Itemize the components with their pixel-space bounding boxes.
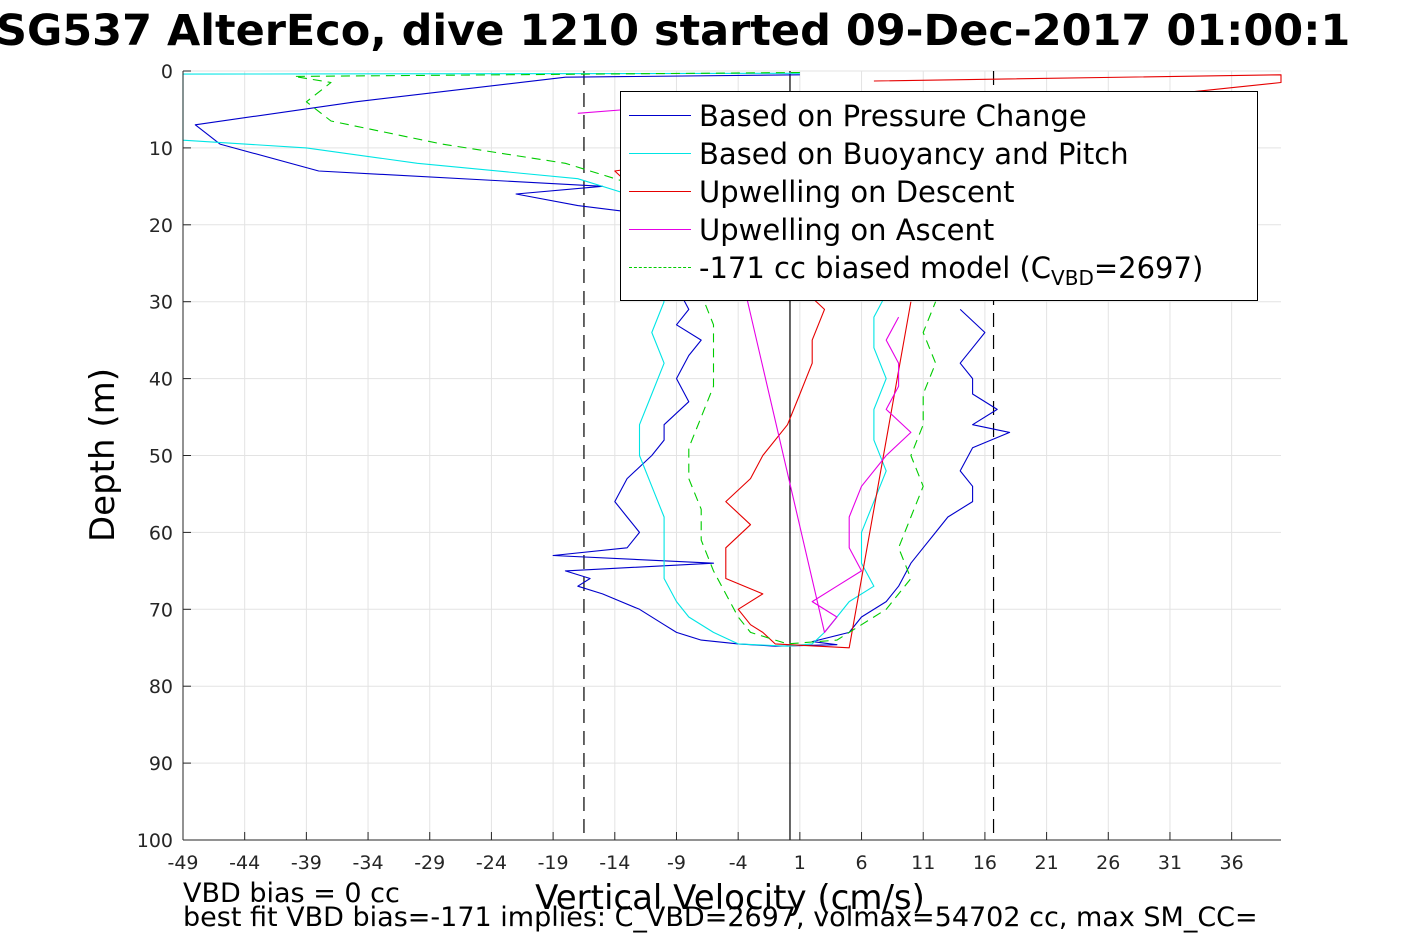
legend-swatch-pressure-change: [629, 115, 691, 116]
y-tick-label: 70: [149, 599, 173, 621]
x-tick-label: -9: [667, 852, 686, 874]
y-tick-label: 30: [149, 292, 173, 314]
y-tick-label: 10: [149, 138, 173, 160]
legend-label-biased-model: -171 cc biased model (CVBD=2697): [699, 251, 1203, 295]
x-tick-label: 36: [1220, 852, 1244, 874]
x-tick-label: -19: [538, 852, 569, 874]
y-axis-label: Depth (m): [83, 367, 123, 543]
y-tick-label: 50: [149, 446, 173, 468]
legend-label-buoyancy-pitch: Based on Buoyancy and Pitch: [699, 137, 1129, 171]
x-tick-label: 6: [855, 852, 867, 874]
footer-vbd-bias: VBD bias = 0 cc: [183, 878, 400, 909]
grid-lines: [182, 70, 1281, 841]
y-tick-label: 100: [137, 830, 173, 852]
series-line-4: [293, 71, 937, 645]
legend-item-upwelling-descent: Upwelling on Descent: [621, 173, 1257, 211]
legend-item-pressure-change: Based on Pressure Change: [621, 97, 1257, 135]
y-tick-label: 40: [149, 369, 173, 391]
legend-label-biased-model-main: -171 cc biased model (C: [699, 251, 1052, 285]
y-tick-label: 80: [149, 676, 173, 698]
y-tick-label: 20: [149, 215, 173, 237]
x-tick-label: -14: [599, 852, 630, 874]
legend-label-upwelling-descent: Upwelling on Descent: [699, 175, 1015, 209]
legend-label-pressure-change: Based on Pressure Change: [699, 99, 1087, 133]
legend-item-biased-model: -171 cc biased model (CVBD=2697): [621, 249, 1257, 290]
x-tick-label: 21: [1035, 852, 1059, 874]
legend-swatch-buoyancy-pitch: [629, 153, 691, 154]
y-tick-label: 0: [161, 61, 173, 83]
x-tick-label: -29: [414, 852, 445, 874]
legend-swatch-upwelling-descent: [629, 191, 691, 192]
chart-title-text: SG537 AlterEco, dive 1210 started 09-Dec…: [0, 6, 1351, 56]
x-tick-label: -34: [353, 852, 384, 874]
x-tick-label: 11: [911, 852, 935, 874]
legend: Based on Pressure Change Based on Buoyan…: [620, 91, 1258, 301]
y-tick-label: 90: [149, 753, 173, 775]
y-axis-ticks: 0 10 20 30 40 50 60 70 80 90 100: [137, 61, 191, 852]
chart-title: SG537 AlterEco, dive 1210 started 09-Dec…: [0, 0, 1417, 62]
x-tick-label: 26: [1096, 852, 1120, 874]
x-tick-label: -44: [229, 852, 260, 874]
series-line-3: [577, 101, 912, 633]
legend-item-buoyancy-pitch: Based on Buoyancy and Pitch: [621, 135, 1257, 173]
legend-label-biased-model-sub: VBD: [1051, 265, 1094, 290]
footer-best-fit: best fit VBD bias=-171 implies: C_VBD=26…: [183, 902, 1258, 933]
legend-item-upwelling-ascent: Upwelling on Ascent: [621, 211, 1257, 249]
x-tick-label: -49: [167, 852, 198, 874]
x-tick-label: -39: [291, 852, 322, 874]
x-axis-ticks: -49 -44 -39 -34 -29 -24 -19 -14 -9 -4 1 6 11 16 21 26 31…: [167, 832, 1244, 874]
legend-label-upwelling-ascent: Upwelling on Ascent: [699, 213, 995, 247]
x-tick-label: -4: [729, 852, 748, 874]
x-tick-label: 31: [1158, 852, 1182, 874]
x-axis-label: Vertical Velocity (cm/s): [535, 878, 925, 918]
legend-swatch-biased-model: [629, 267, 691, 268]
legend-swatch-upwelling-ascent: [629, 229, 691, 230]
y-tick-label: 60: [149, 522, 173, 544]
x-tick-label: -24: [476, 852, 507, 874]
x-tick-label: 16: [973, 852, 997, 874]
x-tick-label: 1: [794, 852, 806, 874]
legend-label-biased-model-tail: =2697): [1093, 251, 1204, 285]
